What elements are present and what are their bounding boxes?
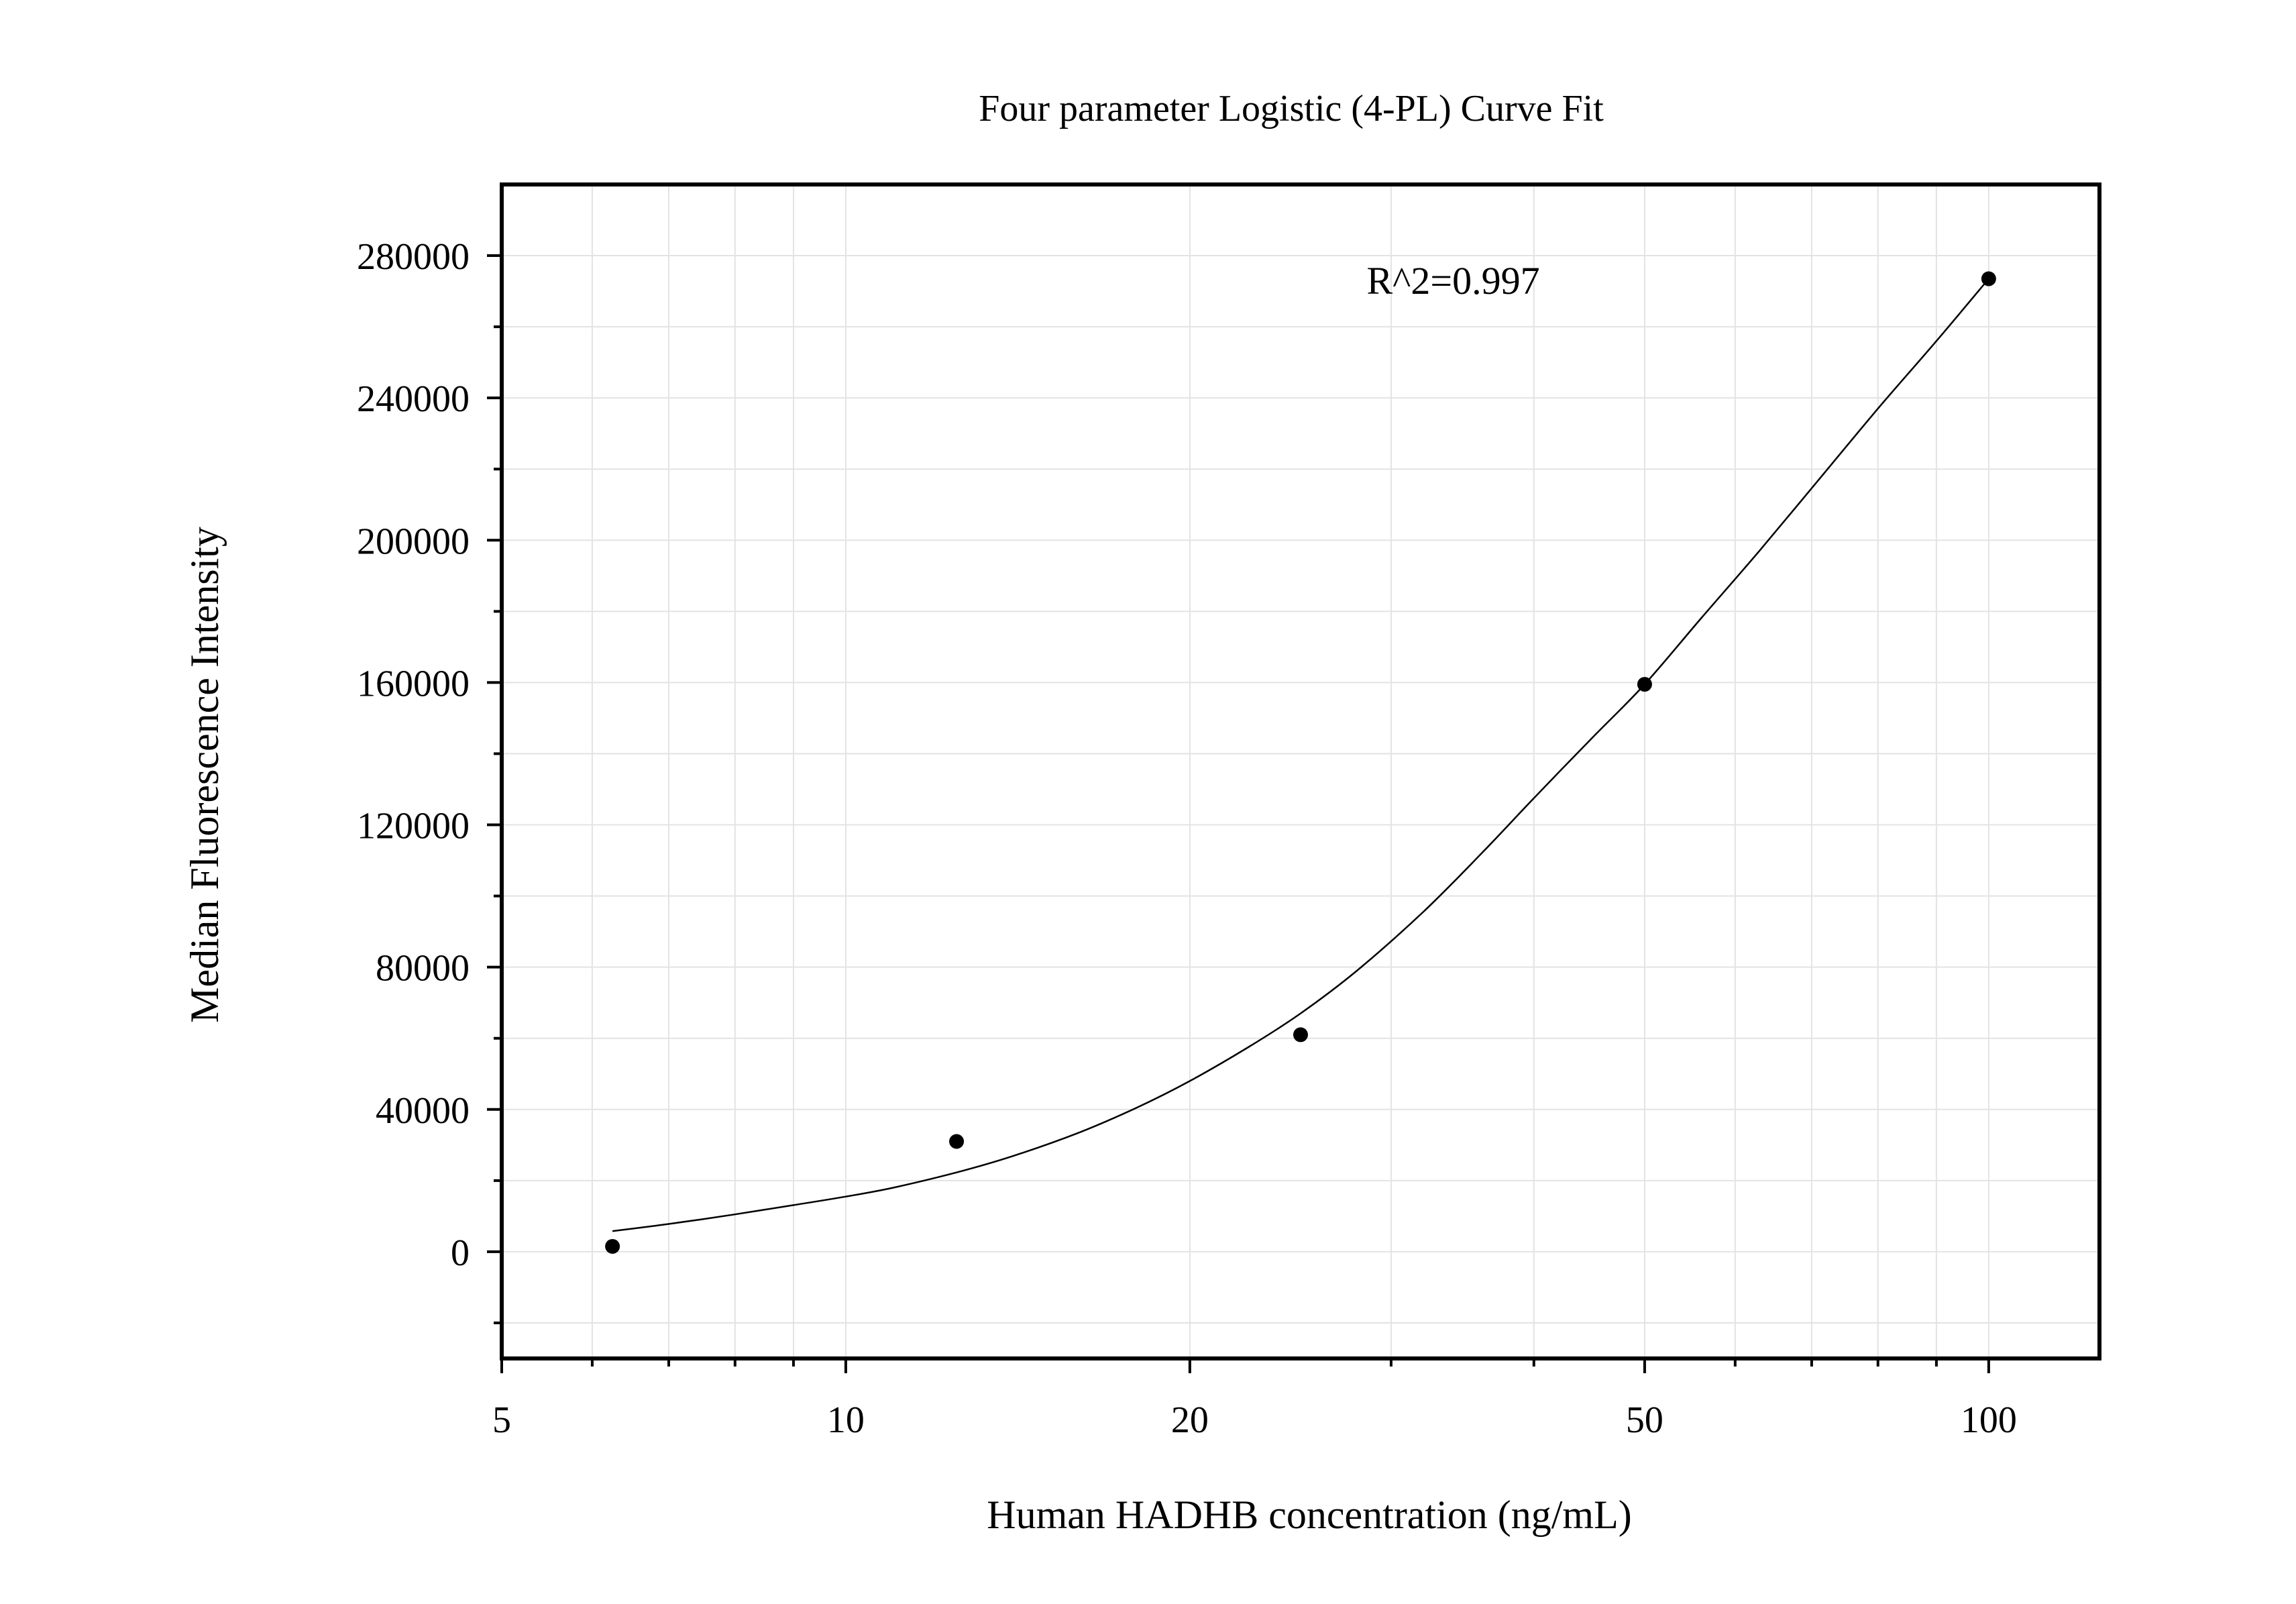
- data-point: [949, 1134, 965, 1149]
- y-tick-label: 160000: [357, 663, 470, 704]
- data-point: [605, 1238, 620, 1254]
- x-tick-label: 20: [1171, 1399, 1209, 1441]
- x-axis-label: Human HADHB concentration (ng/mL): [987, 1493, 1631, 1537]
- y-tick-label: 240000: [357, 378, 470, 420]
- plot-frame: [500, 182, 2101, 1360]
- grid: [502, 184, 2099, 1358]
- data-point: [1981, 271, 1996, 286]
- tick-labels: 5 10 20 50 100 0 40000 80000 120000 160000 200000 2…: [357, 236, 2017, 1441]
- x-tick-label: 10: [827, 1399, 865, 1441]
- x-tick-label: 5: [492, 1399, 511, 1441]
- x-tick-label: 100: [1961, 1399, 2017, 1441]
- y-tick-label: 80000: [376, 948, 470, 990]
- x-tick-label: 50: [1626, 1399, 1663, 1441]
- y-tick-label: 280000: [357, 236, 470, 278]
- y-axis-label: Median Fluorescence Intensity: [182, 527, 227, 1023]
- y-tick-label: 120000: [357, 806, 470, 847]
- y-tick-label: 0: [451, 1232, 470, 1274]
- fit-curve-layer: [612, 278, 1989, 1232]
- fit-curve: [612, 278, 1989, 1232]
- data-points: [605, 271, 1996, 1254]
- axis-ticks: [487, 254, 1990, 1373]
- y-tick-label: 40000: [376, 1090, 470, 1132]
- chart-title: Four parameter Logistic (4-PL) Curve Fit: [979, 88, 1604, 129]
- data-point: [1293, 1027, 1308, 1042]
- data-point: [1637, 677, 1652, 692]
- r-squared-annotation: R^2=0.997: [1366, 259, 1539, 303]
- annotations: R^2=0.997: [1366, 259, 1539, 303]
- y-tick-label: 200000: [357, 521, 470, 562]
